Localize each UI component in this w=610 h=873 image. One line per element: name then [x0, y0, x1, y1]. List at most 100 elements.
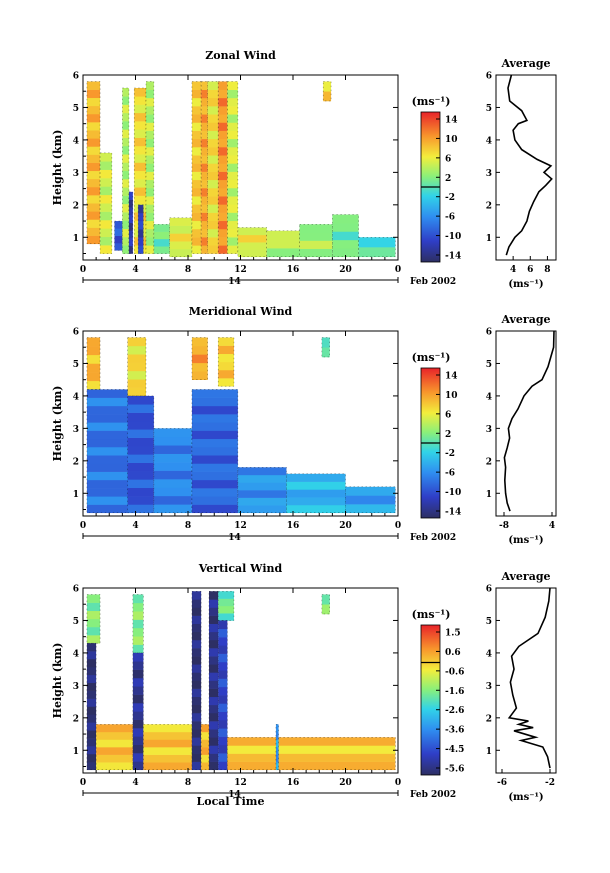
vertical-data-cell [132, 694, 144, 704]
zonal-profile-y-tick-label: 1 [486, 234, 492, 244]
zonal-data-cell [218, 106, 228, 115]
meridional-data-cell [127, 404, 154, 413]
vertical-data-cell [275, 754, 279, 763]
zonal-data-cell [122, 236, 129, 246]
vertical-data-cell [86, 602, 101, 612]
vertical-profile-x-tick-label: -6 [497, 778, 507, 788]
zonal-data-cell [122, 104, 129, 114]
zonal-data-cell [201, 187, 208, 197]
vertical-data-cell [218, 637, 228, 646]
zonal-data-cell [114, 235, 123, 244]
zonal-data-cell [128, 222, 133, 231]
zonal-data-cell [207, 187, 219, 197]
meridional-data-cell [86, 430, 129, 440]
vertical-day-label: 14 [228, 790, 241, 800]
vertical-contour [200, 724, 210, 771]
zonal-data-cell [227, 179, 238, 189]
zonal-data-cell [218, 147, 228, 156]
vertical-data-cell [191, 639, 202, 649]
zonal-profile-y-tick-label: 6 [486, 72, 492, 82]
meridional-data-cell [153, 504, 192, 514]
vertical-data-cell [143, 762, 192, 771]
vertical-colorbar-unit: (ms⁻¹) [412, 608, 451, 621]
vertical-data-cell [132, 761, 144, 771]
zonal-data-cell [218, 212, 228, 222]
zonal-x-tick-label: 8 [185, 265, 191, 275]
zonal-data-cell [100, 169, 112, 179]
meridional-data-cell [191, 504, 238, 514]
x-axis-label: Local Time [197, 795, 265, 808]
zonal-data-cell [207, 155, 219, 164]
zonal-data-cell [153, 246, 170, 254]
vertical-data-cell [218, 736, 228, 746]
zonal-data-cell [207, 179, 219, 189]
zonal-data-cell [207, 237, 219, 246]
zonal-data-cell [100, 211, 112, 221]
zonal-data-cell [134, 145, 146, 155]
zonal-data-cell [201, 212, 208, 222]
meridional-data-cell [127, 471, 154, 480]
zonal-data-cell [100, 219, 112, 229]
zonal-data-cell [86, 105, 101, 115]
zonal-data-cell [86, 227, 101, 236]
zonal-data-cell [191, 228, 202, 238]
vertical-y-tick-label: 1 [73, 747, 79, 757]
vertical-data-cell [209, 712, 219, 722]
zonal-data-cell [207, 122, 219, 131]
meridional-data-cell [86, 363, 101, 373]
zonal-data-cell [146, 106, 154, 115]
zonal-data-cell [134, 129, 146, 138]
zonal-data-cell [191, 245, 202, 254]
zonal-data-cell [201, 196, 208, 205]
vertical-x-tick-label: 0 [80, 778, 86, 788]
vertical-data-cell [275, 724, 279, 733]
meridional-profile-title: Average [500, 313, 550, 326]
zonal-data-cell [207, 163, 219, 172]
vertical-data-cell [191, 688, 202, 698]
meridional-data-cell [191, 397, 238, 407]
vertical-data-cell [201, 724, 209, 733]
zonal-contour [266, 230, 300, 258]
vertical-data-cell [321, 604, 330, 615]
meridional-profile-y-tick-label: 4 [486, 392, 492, 402]
zonal-data-cell [86, 162, 101, 172]
zonal-contour [332, 214, 359, 258]
vertical-data-cell [209, 656, 219, 665]
meridional-data-cell [86, 354, 101, 364]
zonal-colorbar-tick-label: 10 [445, 135, 458, 145]
meridional-x-tick-label: 0 [395, 521, 401, 531]
meridional-contour [321, 337, 330, 358]
vertical-data-cell [191, 664, 202, 673]
vertical-data-cell [143, 747, 192, 755]
zonal-data-cell [86, 219, 101, 228]
meridional-data-cell [153, 470, 192, 480]
meridional-data-cell [218, 378, 234, 387]
vertical-data-cell [218, 620, 228, 630]
meridional-data-cell [237, 490, 287, 498]
vertical-data-cell [132, 719, 144, 729]
vertical-data-cell [209, 623, 219, 633]
meridional-profile-y-tick-label: 3 [486, 425, 492, 435]
meridional-data-cell [191, 463, 238, 472]
vertical-y-tick-label: 3 [73, 682, 79, 692]
meridional-data-cell [237, 474, 287, 483]
zonal-data-cell [138, 212, 144, 222]
zonal-data-cell [86, 97, 101, 107]
vertical-data-cell [218, 711, 228, 721]
vertical-data-cell [191, 712, 202, 722]
vertical-profile-title: Average [500, 570, 550, 583]
zonal-data-cell [122, 162, 129, 172]
zonal-data-cell [86, 235, 101, 245]
zonal-data-cell [128, 191, 133, 200]
meridional-profile-y-tick-label: 6 [486, 328, 492, 338]
vertical-data-cell [209, 631, 219, 641]
vertical-data-cell [132, 644, 144, 654]
vertical-data-cell [86, 626, 101, 636]
zonal-data-cell [201, 204, 208, 213]
vertical-data-cell [132, 677, 144, 687]
meridional-colorbar-tick-label: 6 [445, 410, 451, 420]
meridional-y-tick-label: 3 [73, 425, 79, 435]
zonal-data-cell [218, 163, 228, 172]
zonal-y-tick-label: 5 [73, 104, 79, 114]
zonal-data-cell [218, 89, 228, 99]
